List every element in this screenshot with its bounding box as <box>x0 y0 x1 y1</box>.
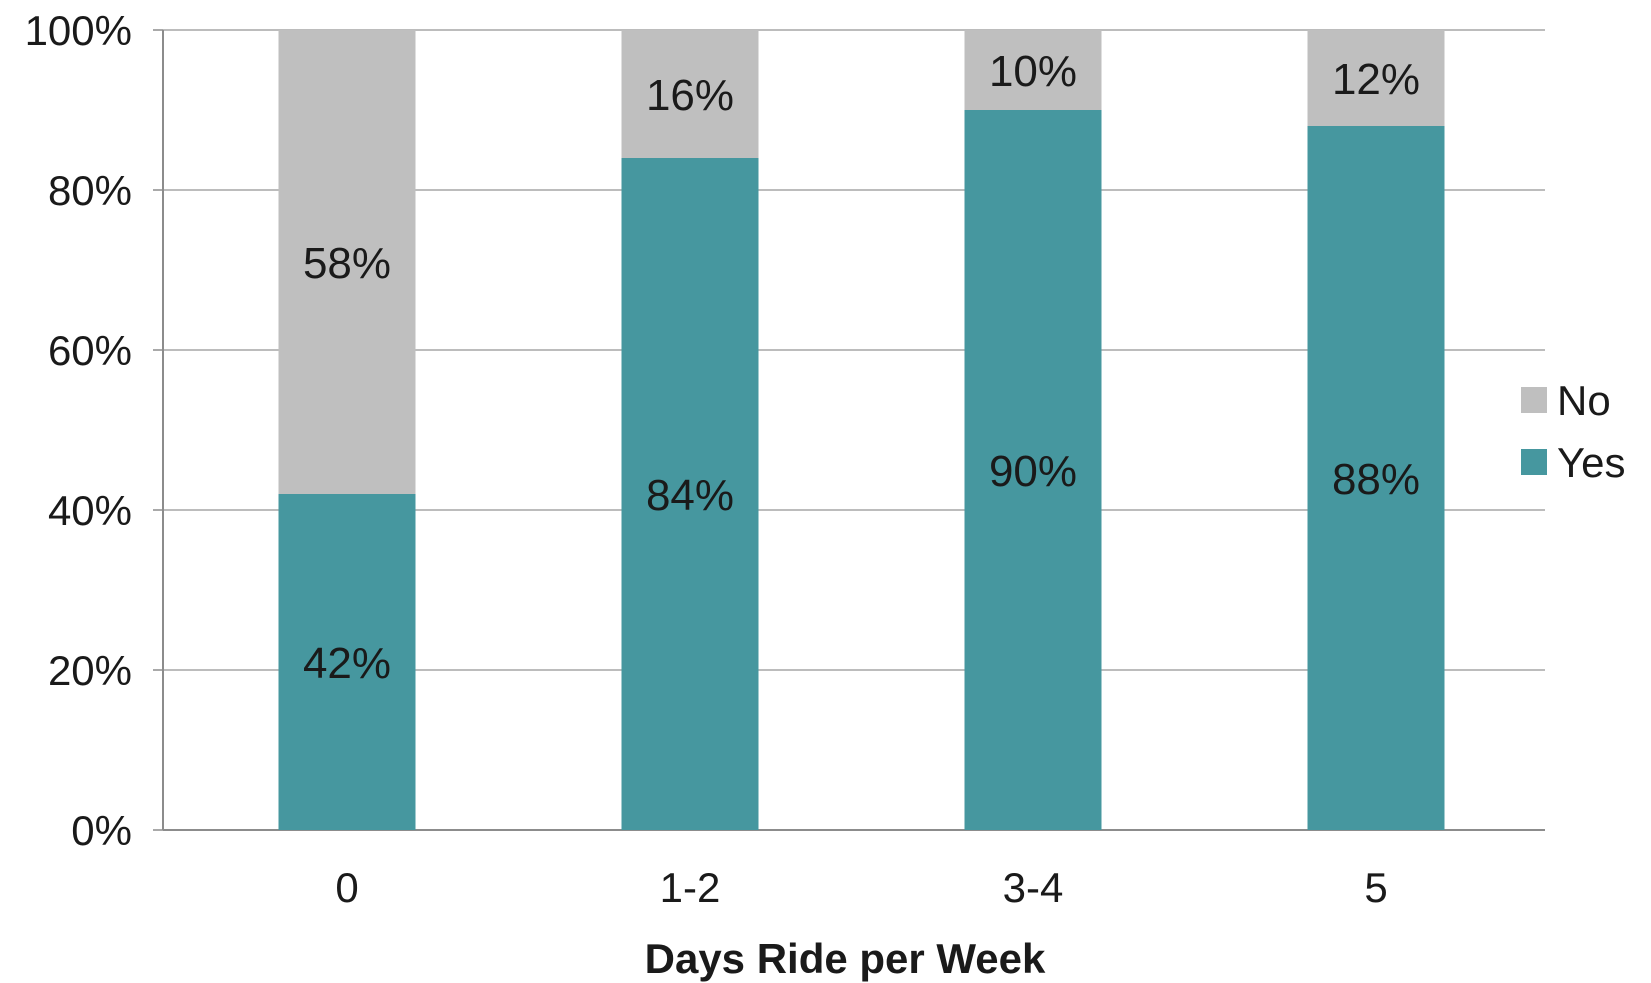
y-tick-label: 40% <box>48 487 132 534</box>
x-axis-title: Days Ride per Week <box>645 935 1046 982</box>
data-labels: 42% 58% 84% 16% 90% 10% 88% 12% <box>303 47 1420 688</box>
y-axis-tick-labels: 0% 20% 40% 60% 80% 100% <box>25 7 132 854</box>
bar-no-0 <box>278 30 416 494</box>
x-tick-label: 3-4 <box>1003 864 1064 911</box>
data-label-no: 16% <box>646 71 734 120</box>
legend-label-no: No <box>1557 377 1611 424</box>
legend-swatch-no <box>1521 387 1547 413</box>
x-tick-label: 0 <box>335 864 358 911</box>
legend-label-yes: Yes <box>1557 439 1626 486</box>
bar-no-5 <box>1307 30 1445 126</box>
data-label-yes: 42% <box>303 639 391 688</box>
data-label-yes: 88% <box>1332 455 1420 504</box>
y-tick-label: 0% <box>71 807 132 854</box>
data-label-no: 12% <box>1332 55 1420 104</box>
x-tick-label: 1-2 <box>660 864 721 911</box>
bar-no-3-4 <box>964 30 1102 110</box>
data-label-no: 10% <box>989 47 1077 96</box>
y-tick-label: 100% <box>25 7 132 54</box>
y-tick-label: 20% <box>48 647 132 694</box>
data-label-yes: 84% <box>646 471 734 520</box>
bar-yes-1-2 <box>621 158 759 830</box>
bar-yes-3-4 <box>964 110 1102 830</box>
bar-no-1-2 <box>621 30 759 158</box>
x-axis-tick-labels: 0 1-2 3-4 5 <box>335 864 1387 911</box>
data-label-yes: 90% <box>989 447 1077 496</box>
bars <box>278 30 1445 830</box>
bar-yes-0 <box>278 494 416 830</box>
bar-yes-5 <box>1307 126 1445 830</box>
y-tick-label: 60% <box>48 327 132 374</box>
legend-swatch-yes <box>1521 449 1547 475</box>
data-label-no: 58% <box>303 239 391 288</box>
x-tick-label: 5 <box>1364 864 1387 911</box>
legend: No Yes <box>1521 377 1626 486</box>
y-tick-label: 80% <box>48 167 132 214</box>
